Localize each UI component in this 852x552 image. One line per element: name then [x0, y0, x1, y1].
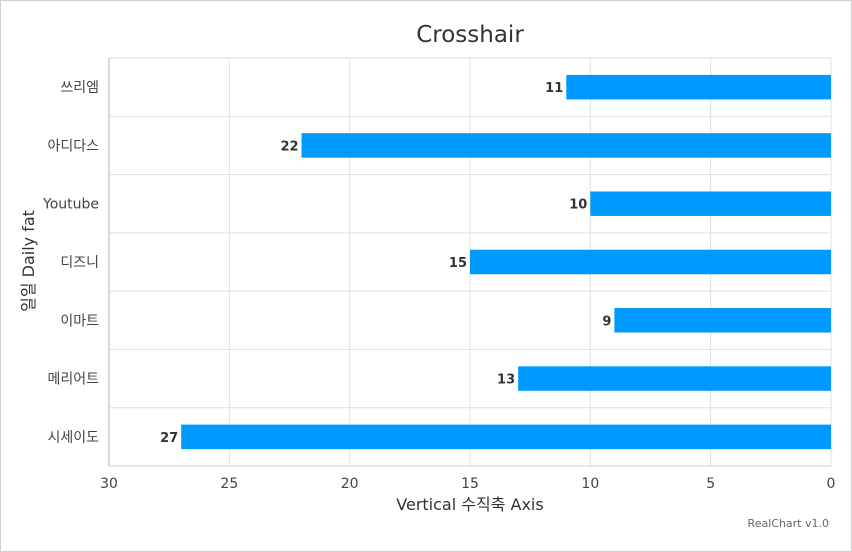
- data-label: 13: [497, 373, 515, 388]
- category-label: 아디다스: [47, 138, 99, 154]
- x-tick-label: 25: [220, 476, 238, 492]
- category-label: 이마트: [60, 313, 99, 329]
- data-label: 27: [160, 431, 178, 446]
- category-label: Youtube: [42, 197, 99, 213]
- data-label: 11: [545, 81, 563, 96]
- x-axis-title: Vertical 수직축 Axis: [396, 495, 543, 514]
- data-label: 15: [449, 256, 467, 271]
- data-label: 9: [602, 314, 611, 329]
- data-label: 22: [280, 139, 298, 154]
- x-tick-label: 30: [100, 476, 118, 492]
- chart-title: Crosshair: [416, 22, 524, 48]
- bar: [590, 191, 831, 216]
- x-tick-label: 10: [581, 476, 599, 492]
- bar: [470, 249, 831, 275]
- bar: [614, 308, 831, 333]
- bar: [566, 74, 831, 100]
- x-tick-label: 0: [827, 476, 836, 492]
- x-tick-label: 20: [341, 476, 359, 492]
- x-tick-label: 5: [706, 476, 715, 492]
- bar: [518, 366, 831, 391]
- chart-credit: RealChart v1.0: [748, 517, 829, 530]
- y-axis-title: 일일 Daily fat: [19, 210, 38, 312]
- bar: [181, 424, 831, 450]
- category-label: 쓰리엠: [60, 80, 99, 96]
- category-label: 디즈니: [60, 255, 99, 271]
- plot-area: 0 5 10 15 20 25 30 11 쓰리엠 22 아디다스 10 Youtube 15 디즈니 9 이마…: [42, 57, 836, 492]
- bar: [301, 133, 831, 158]
- x-tick-label: 15: [461, 476, 479, 492]
- category-label: 메리어트: [47, 372, 99, 388]
- data-label: 10: [569, 198, 587, 213]
- category-label: 시세이도: [47, 430, 99, 446]
